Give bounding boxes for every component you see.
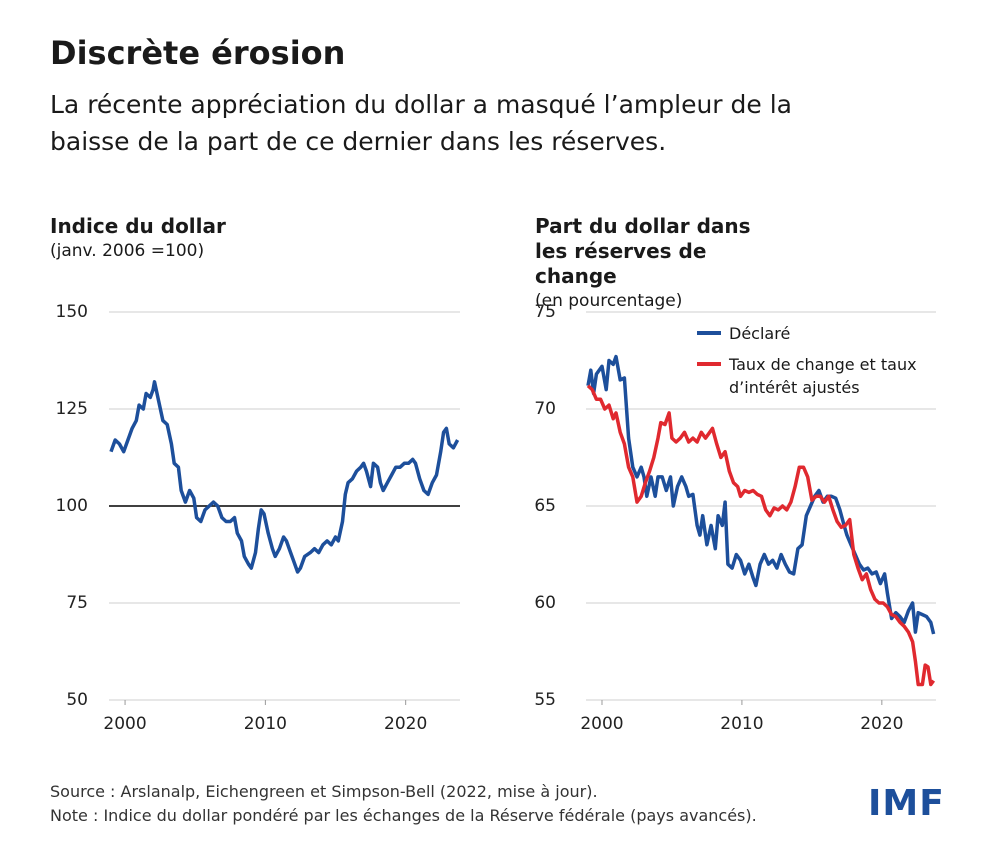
x-tick-label: 2010 (244, 714, 287, 734)
y-tick-label: 150 (56, 302, 88, 322)
y-tick-label: 100 (56, 496, 88, 516)
x-tick-label: 2000 (103, 714, 146, 734)
y-tick-label: 75 (534, 302, 556, 322)
legend-label: Taux de change et taux d’intérêt ajustés (729, 355, 917, 397)
legend: Déclaré Taux de change et taux d’intérêt … (697, 322, 949, 407)
series-line (586, 384, 936, 687)
x-tick-label: 2020 (384, 714, 427, 734)
source: Source : Arslanalp, Eichengreen et Simps… (50, 782, 598, 801)
y-tick-label: 60 (534, 593, 556, 613)
series-line (109, 380, 460, 574)
logo: IMF (868, 783, 945, 824)
x-tick-label: 2000 (580, 714, 623, 734)
legend-swatch (697, 331, 721, 335)
y-tick-label: 65 (534, 496, 556, 516)
y-tick-label: 125 (56, 399, 88, 419)
legend-label: Déclaré (729, 324, 791, 343)
chart-title: Part du dollar dans les réserves de chan… (535, 214, 751, 288)
y-tick-label: 70 (534, 399, 556, 419)
chart-subtitle: (en pourcentage) (535, 291, 683, 311)
legend-swatch (697, 362, 721, 366)
series-line (586, 354, 936, 635)
legend-item: Taux de change et taux d’intérêt ajustés (697, 353, 949, 399)
legend-item: Déclaré (697, 322, 949, 345)
y-tick-label: 55 (534, 690, 556, 710)
chart-subtitle: (janv. 2006 =100) (50, 241, 205, 261)
subtitle: La récente appréciation du dollar a masq… (50, 90, 792, 156)
note: Note : Indice du dollar pondéré par les … (50, 806, 757, 825)
y-tick-label: 50 (66, 690, 88, 710)
chart-title: Indice du dollar (50, 214, 226, 238)
y-tick-label: 75 (66, 593, 88, 613)
x-tick-label: 2010 (720, 714, 763, 734)
x-tick-label: 2020 (860, 714, 903, 734)
title: Discrète érosion (50, 34, 346, 72)
